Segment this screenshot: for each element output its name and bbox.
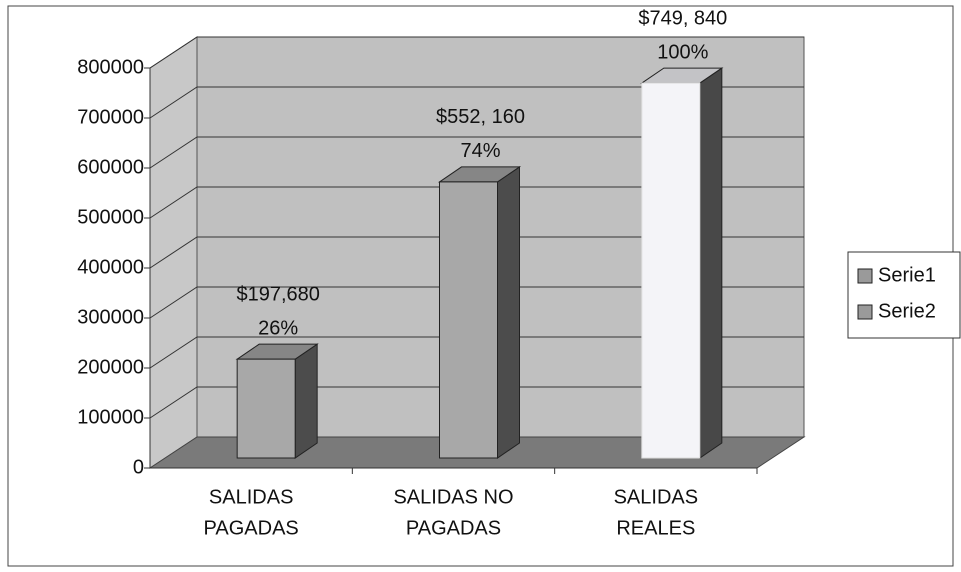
grid-line	[149, 36, 804, 69]
grid-line	[149, 86, 804, 119]
bar-side	[699, 67, 723, 459]
x-tick-label: PAGADAS	[204, 517, 299, 539]
y-tick-label: 400000	[77, 256, 144, 278]
legend-label: Serie2	[878, 300, 936, 322]
y-tick-label: 300000	[77, 306, 144, 328]
x-tick-label: SALIDAS	[614, 486, 698, 508]
data-label: $749, 840	[638, 7, 727, 29]
grid-line	[149, 136, 804, 169]
bar	[641, 82, 701, 459]
y-tick-label: 600000	[77, 156, 144, 178]
y-tick-label: 200000	[77, 356, 144, 378]
grid-line	[149, 236, 804, 269]
y-tick-label: 700000	[77, 106, 144, 128]
grid-line	[149, 336, 804, 369]
data-label-percent: 74%	[460, 140, 500, 162]
legend-swatch	[857, 304, 873, 320]
grid-line	[149, 386, 804, 419]
legend-label: Serie1	[878, 264, 936, 286]
data-label-percent: 100%	[657, 41, 708, 63]
y-tick-label: 500000	[77, 206, 144, 228]
data-label: $552, 160	[436, 106, 525, 128]
bar	[236, 358, 296, 459]
x-tick-label: PAGADAS	[406, 517, 501, 539]
bar-side	[294, 343, 318, 459]
grid-line	[149, 286, 804, 319]
grid-line	[149, 186, 804, 219]
y-tick-label: 0	[133, 456, 144, 478]
x-tick-label: REALES	[616, 517, 695, 539]
data-label: $197,680	[236, 283, 319, 305]
data-label-percent: 26%	[258, 317, 298, 339]
bar	[439, 181, 498, 459]
legend-swatch	[857, 268, 873, 284]
x-tick-label: SALIDAS	[209, 486, 293, 508]
y-tick-label: 100000	[77, 406, 144, 428]
legend-box	[847, 251, 961, 339]
x-tick-label: SALIDAS NO	[393, 486, 513, 508]
y-tick-label: 800000	[77, 56, 144, 78]
bar-side	[497, 165, 520, 459]
